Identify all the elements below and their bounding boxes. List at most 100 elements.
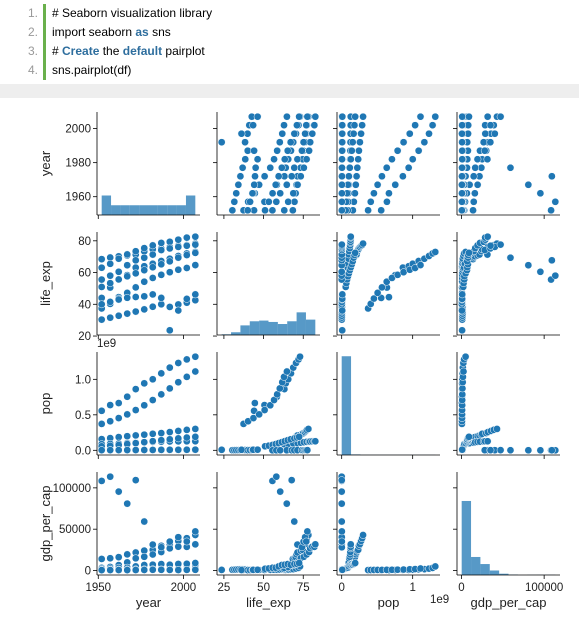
scatter-point (295, 112, 303, 121)
scatter-point (140, 292, 149, 301)
scatter-point (114, 414, 123, 422)
scatter-point (191, 540, 200, 549)
scatter-point (338, 306, 347, 315)
scatter-point (548, 446, 556, 455)
scatter-point (465, 249, 473, 257)
scatter-point (246, 197, 254, 206)
scatter-point (123, 410, 132, 419)
scatter-point (217, 445, 226, 454)
scatter-point (288, 206, 297, 215)
scatter-point (174, 306, 183, 315)
histogram-bar (129, 205, 140, 215)
scatter-point (191, 432, 200, 441)
scatter-point (271, 180, 280, 189)
scatter-point (458, 326, 466, 335)
scatter-point (282, 499, 291, 508)
scatter-point (182, 241, 191, 250)
scatter-point (182, 233, 191, 242)
scatter-point (305, 146, 313, 155)
code-text: import seaborn as sns (52, 23, 171, 42)
scatter-point (140, 277, 149, 286)
scatter-point (123, 261, 132, 270)
x-tick-label: 2000 (171, 582, 197, 594)
x-axis-label: life_exp (246, 595, 291, 610)
scatter-point (140, 244, 149, 252)
scatter-point (303, 112, 312, 121)
scatter-point (338, 197, 346, 206)
histogram-bar (157, 205, 168, 215)
scatter-point (378, 172, 386, 181)
scatter-point (486, 138, 495, 147)
scatter-point (234, 180, 243, 189)
scatter-point (349, 129, 358, 138)
scatter-point (157, 436, 166, 445)
scatter-point (148, 565, 157, 574)
scatter-point (123, 432, 132, 441)
scatter-point (338, 155, 346, 164)
scatter-point (471, 189, 479, 198)
histogram-bar (277, 324, 288, 335)
scatter-point (131, 307, 140, 316)
scatter-point (506, 163, 515, 172)
scatter-point (148, 429, 157, 438)
scatter-point (280, 206, 289, 215)
scatter-point (217, 138, 226, 147)
scatter-point (148, 396, 157, 404)
scatter-point (337, 487, 346, 496)
scatter-point (114, 311, 123, 320)
scatter-point (458, 146, 467, 155)
code-token: pairplot (162, 44, 205, 58)
scatter-point (238, 163, 247, 172)
scatter-point (280, 121, 288, 130)
x-axis-label: gdp_per_cap (471, 595, 547, 610)
scatter-point (351, 189, 359, 198)
histogram-bar (341, 356, 352, 455)
scatter-point (337, 499, 346, 508)
scatter-point (551, 197, 560, 206)
y-tick-label: 50000 (59, 524, 91, 536)
scatter-point (496, 112, 505, 121)
scatter-point (350, 121, 359, 130)
scatter-point (338, 163, 346, 172)
scatter-point (260, 406, 269, 414)
scatter-point (306, 138, 315, 147)
scatter-point (249, 121, 257, 130)
scatter-point (414, 146, 423, 155)
scatter-point (483, 112, 492, 121)
histogram-bar (101, 195, 112, 215)
scatter-point (283, 367, 291, 376)
y-tick-label: 1960 (65, 192, 91, 204)
scatter-point (140, 379, 149, 388)
scatter-point (148, 437, 157, 446)
scatter-point (123, 550, 132, 559)
histogram-bar (259, 320, 269, 335)
scatter-point (268, 206, 277, 215)
x-tick-label: 0 (338, 582, 344, 594)
keyword: as (135, 25, 149, 39)
line-number: 3. (27, 44, 38, 58)
scatter-point (261, 206, 269, 215)
scatter-point (311, 112, 320, 121)
scatter-point (273, 146, 281, 155)
scatter-point (191, 240, 200, 249)
code-token: sns (148, 25, 171, 39)
scatter-point (304, 425, 313, 433)
scatter-point (483, 437, 492, 446)
scatter-point (157, 429, 166, 437)
scatter-point (264, 197, 273, 206)
code-text: # Create the default pairplot (52, 42, 205, 61)
scatter-point (486, 241, 495, 250)
scatter-point (165, 428, 174, 436)
scatter-point (106, 566, 115, 574)
scatter-point (337, 267, 346, 276)
scatter-point (338, 290, 347, 299)
scatter-point (123, 566, 132, 574)
x-tick-label: 75 (297, 582, 310, 594)
y-tick-label: 0.5 (75, 410, 91, 422)
scatter-point (383, 197, 391, 206)
scatter-point (191, 249, 200, 257)
scatter-point (275, 138, 284, 147)
scatter-point (114, 566, 123, 574)
scatter-point (382, 277, 391, 286)
scatter-point (148, 263, 157, 272)
